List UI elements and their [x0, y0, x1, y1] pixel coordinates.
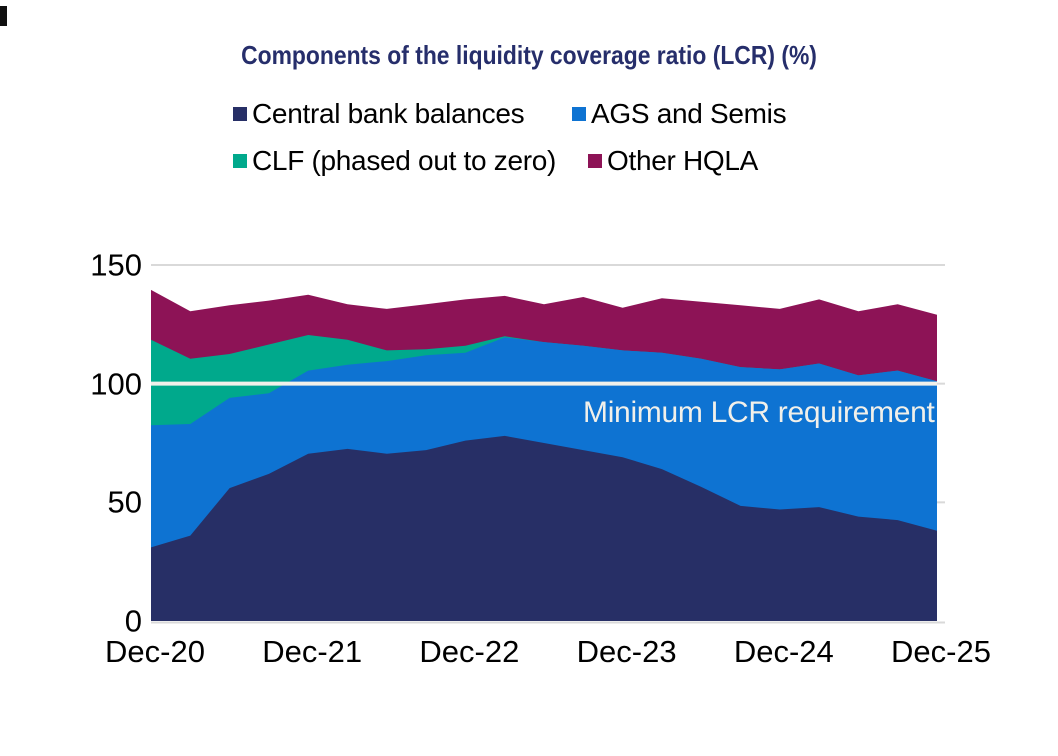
y-tick-label-150: 150: [90, 247, 142, 283]
legend-swatch-other-hqla: [588, 154, 602, 168]
legend-swatch-ags-and-semis: [572, 107, 586, 121]
chart-title: Components of the liquidity coverage rat…: [241, 40, 817, 70]
legend-item-other-hqla: Other HQLA: [588, 145, 759, 176]
min-lcr-annotation: Minimum LCR requirement: [583, 396, 935, 429]
legend-label-ags-and-semis: AGS and Semis: [591, 98, 787, 129]
x-tick-label-dec-22: Dec-22: [419, 634, 520, 669]
y-tick-label-100: 100: [90, 366, 142, 402]
area-central-bank-balances: [151, 435, 937, 621]
y-tick-label-50: 50: [107, 484, 142, 520]
legend-label-central-bank-balances: Central bank balances: [252, 98, 525, 129]
legend-item-clf: CLF (phased out to zero): [233, 145, 557, 176]
x-tick-label-dec-23: Dec-23: [576, 634, 677, 669]
y-tick-label-0: 0: [124, 603, 142, 639]
legend-swatch-clf: [233, 154, 247, 168]
screenshot-edge-artifact: [0, 6, 7, 26]
legend-swatch-central-bank-balances: [233, 107, 247, 121]
x-tick-label-dec-25: Dec-25: [891, 634, 991, 669]
legend-item-ags-and-semis: AGS and Semis: [572, 98, 787, 129]
x-tick-label-dec-21: Dec-21: [262, 634, 363, 669]
x-tick-label-dec-20: Dec-20: [105, 634, 205, 669]
x-tick-label-dec-24: Dec-24: [733, 634, 834, 669]
legend-item-central-bank-balances: Central bank balances: [233, 98, 525, 129]
legend-label-other-hqla: Other HQLA: [607, 145, 759, 176]
legend-label-clf: CLF (phased out to zero): [252, 145, 557, 176]
